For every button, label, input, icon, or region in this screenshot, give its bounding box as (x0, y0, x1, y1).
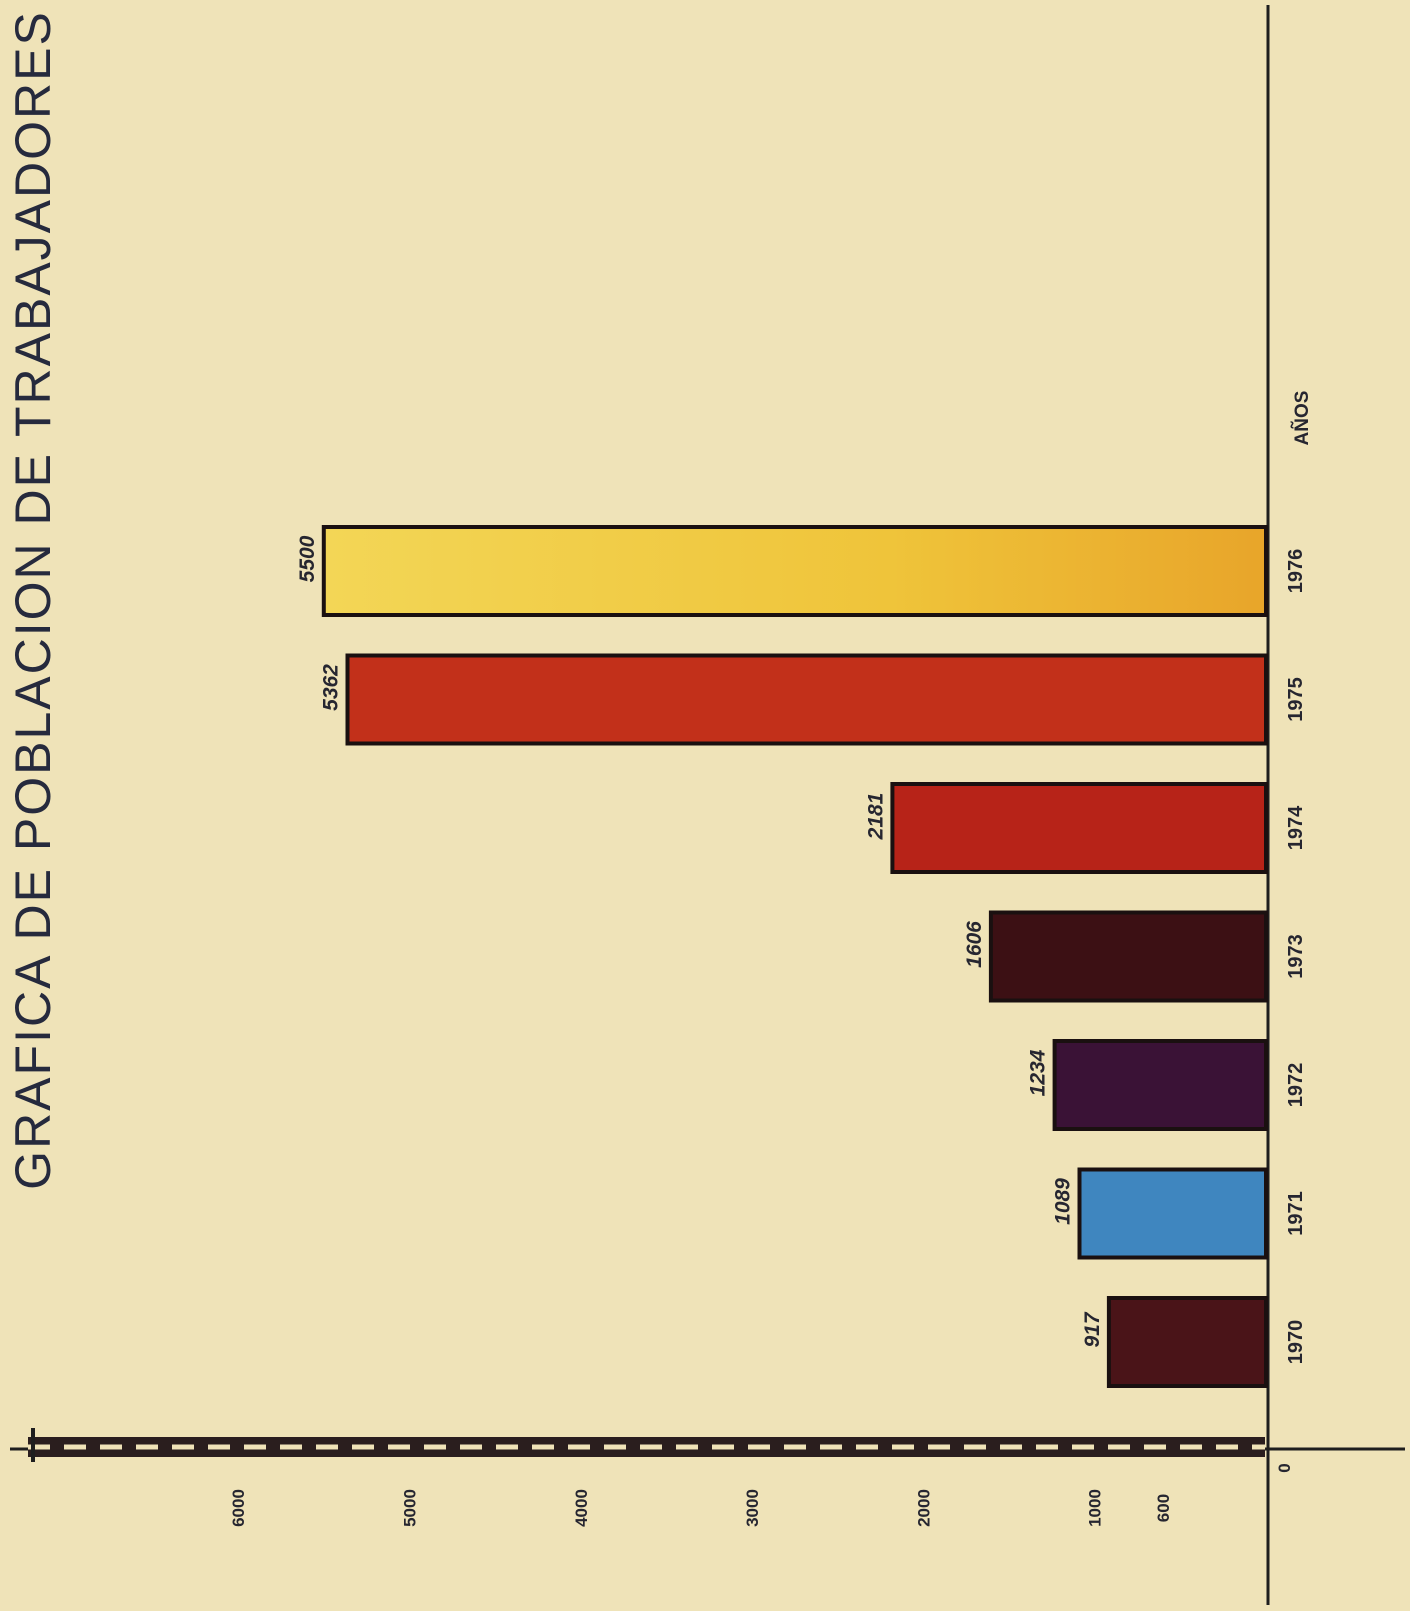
data-labels: 917 1089 1234 1606 2181 5362 5500 (296, 535, 1104, 1347)
bars (321, 525, 1269, 1388)
category-label: 1975 (1285, 677, 1307, 722)
value-tick-label: 2000 (914, 1489, 933, 1527)
category-label: 1973 (1285, 934, 1307, 979)
category-label: 1971 (1285, 1191, 1307, 1236)
category-label: 1972 (1285, 1063, 1307, 1108)
bar-1973 (988, 910, 1269, 1003)
category-label: 1974 (1285, 805, 1307, 850)
data-label: 5362 (320, 664, 343, 711)
data-label: 5500 (296, 535, 319, 582)
origin-label: 0 (1275, 1463, 1294, 1472)
value-tick-label: 600 (1154, 1494, 1173, 1522)
value-tick-label: 3000 (743, 1489, 762, 1527)
data-label: 2181 (864, 793, 887, 841)
chart-title: GRAFICA DE POBLACION DE TRABAJADORES (5, 10, 61, 1190)
bar-1976 (321, 525, 1268, 617)
category-labels: 1970 1971 1972 1973 1974 1975 1976 (1285, 549, 1307, 1365)
bar-1975 (345, 653, 1268, 746)
category-label: 1970 (1285, 1320, 1307, 1365)
value-tick-label: 4000 (572, 1489, 591, 1527)
category-axis-name: AÑOS (1291, 391, 1313, 446)
data-label: 1234 (1027, 1049, 1050, 1096)
bar-1971 (1077, 1167, 1268, 1260)
bar-1974 (890, 782, 1269, 874)
bar-1972 (1052, 1039, 1268, 1131)
data-label: 917 (1081, 1311, 1104, 1347)
bar-1970 (1106, 1296, 1269, 1388)
value-tick-label: 1000 (1086, 1489, 1105, 1527)
category-label: 1976 (1285, 549, 1307, 594)
value-tick-label: 6000 (229, 1489, 248, 1527)
data-label: 1089 (1052, 1178, 1075, 1225)
value-tick-labels: 600 1000 2000 3000 4000 5000 6000 (229, 1489, 1173, 1527)
data-label: 1606 (963, 921, 986, 968)
value-tick-label: 5000 (401, 1489, 420, 1527)
